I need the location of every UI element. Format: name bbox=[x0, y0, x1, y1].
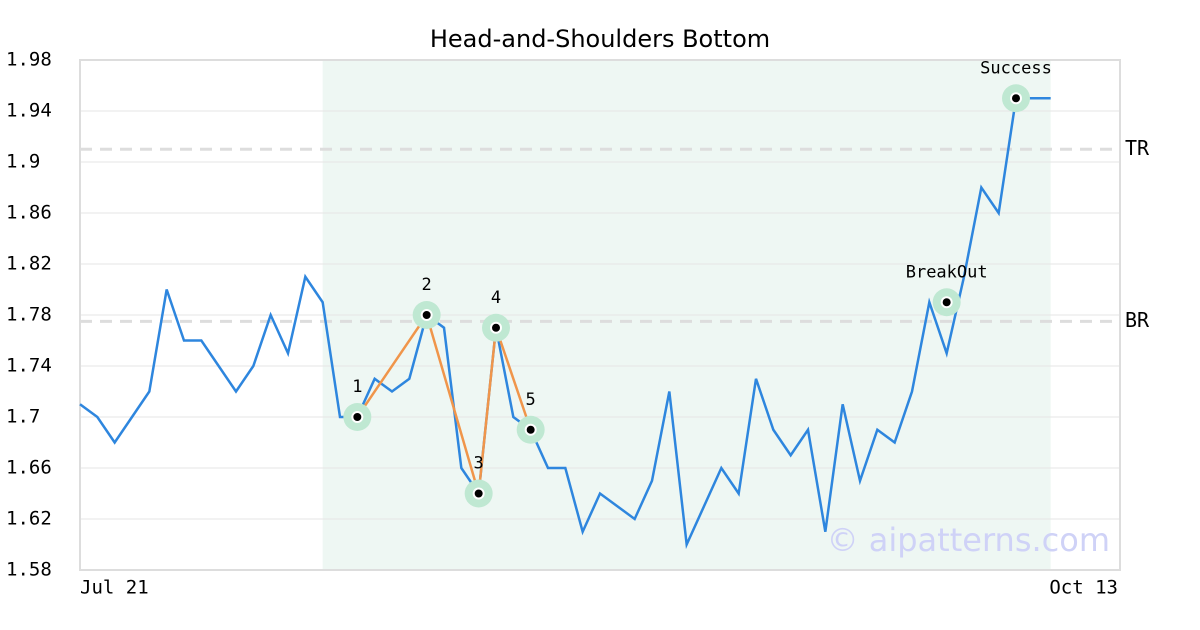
point-label: 2 bbox=[422, 275, 432, 295]
y-tick-label: 1.58 bbox=[6, 559, 52, 581]
watermark: © aipatterns.com bbox=[827, 521, 1110, 559]
y-tick-label: 1.66 bbox=[6, 457, 52, 479]
y-tick-label: 1.62 bbox=[6, 508, 52, 530]
point-marker bbox=[351, 411, 364, 423]
y-tick-label: 1.74 bbox=[6, 355, 52, 377]
y-tick-label: 1.94 bbox=[6, 100, 52, 122]
point-label: 4 bbox=[491, 288, 501, 308]
y-tick-label: 1.82 bbox=[6, 253, 52, 275]
price-line bbox=[79, 97, 1051, 550]
y-tick-label: 1.98 bbox=[6, 49, 52, 71]
point-label: 5 bbox=[526, 390, 536, 410]
chart-title: Head-and-Shoulders Bottom bbox=[430, 25, 770, 53]
point-marker bbox=[940, 296, 953, 309]
x-tick-label: Oct 13 bbox=[1049, 577, 1118, 599]
y-tick-label: 1.86 bbox=[6, 202, 52, 224]
plot-frame bbox=[79, 59, 1121, 571]
y-tick-label: 1.78 bbox=[6, 304, 52, 326]
point-marker bbox=[420, 309, 433, 321]
point-marker bbox=[524, 423, 537, 436]
y-tick-label: 1.7 bbox=[6, 406, 40, 428]
point-label: 1 bbox=[352, 377, 362, 397]
point-label: 3 bbox=[474, 454, 484, 474]
point-marker bbox=[1010, 92, 1022, 105]
x-tick-label: Jul 21 bbox=[80, 577, 149, 599]
level-label: BR bbox=[1125, 308, 1150, 332]
point-marker bbox=[490, 321, 502, 334]
level-label: TR bbox=[1125, 136, 1150, 160]
point-label: BreakOut bbox=[906, 262, 988, 282]
y-tick-label: 1.9 bbox=[6, 151, 40, 173]
point-marker bbox=[472, 487, 485, 500]
point-label: Success bbox=[980, 58, 1052, 78]
